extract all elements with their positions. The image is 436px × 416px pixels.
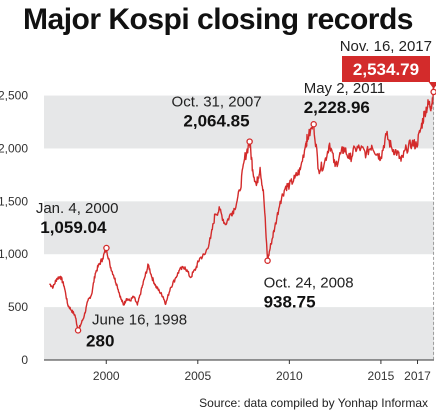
source-note: Source: data compiled by Yonhap Informax [199, 396, 428, 410]
highlight-marker [430, 88, 436, 96]
annotation-value-0: 280 [86, 331, 114, 350]
annotation-date-4: May 2, 2011 [304, 80, 385, 97]
annotation-marker-0 [74, 327, 82, 334]
highlight-pointer [428, 82, 436, 89]
annotation-marker-3 [264, 257, 271, 264]
highlight-value: 2,534.79 [353, 60, 419, 79]
annotation-date-2: Oct. 31, 2007 [172, 94, 262, 111]
x-tick-label-0: 2000 [93, 369, 120, 383]
y-tick-label-0: 0 [21, 353, 28, 367]
highlight-date: Nov. 16, 2017 [340, 38, 432, 55]
x-tick-label-3: 2015 [368, 369, 395, 383]
kospi-series-line [49, 87, 435, 332]
annotation-date-1: Jan. 4, 2000 [36, 200, 119, 217]
chart-title: Major Kospi closing records [23, 3, 413, 36]
x-tick-label-2: 2010 [276, 369, 303, 383]
annotation-marker-4 [310, 120, 317, 128]
grid-band-1 [44, 201, 434, 255]
annotation-marker-1 [103, 244, 110, 252]
y-tick-label-4: 2,000 [0, 141, 28, 155]
grid-band-2 [44, 95, 434, 149]
x-tick-label-4: 2017 [404, 369, 431, 383]
annotation-value-4: 2,228.96 [304, 98, 370, 117]
x-tick-label-1: 2005 [184, 369, 211, 383]
y-tick-label-5: 2,500 [0, 89, 28, 103]
y-tick-label-1: 500 [8, 300, 28, 314]
annotation-date-3: Oct. 24, 2008 [264, 275, 354, 292]
grid-band-0 [44, 307, 434, 360]
annotation-value-3: 938.75 [264, 293, 316, 312]
annotation-value-1: 1,059.04 [40, 218, 107, 237]
annotation-date-0: June 16, 1998 [92, 311, 187, 328]
y-tick-label-3: 1,500 [0, 194, 28, 208]
highlight-value-box [342, 56, 430, 82]
annotation-value-2: 2,064.85 [183, 112, 249, 131]
y-tick-label-2: 1,000 [0, 247, 28, 261]
annotation-marker-2 [246, 138, 253, 145]
